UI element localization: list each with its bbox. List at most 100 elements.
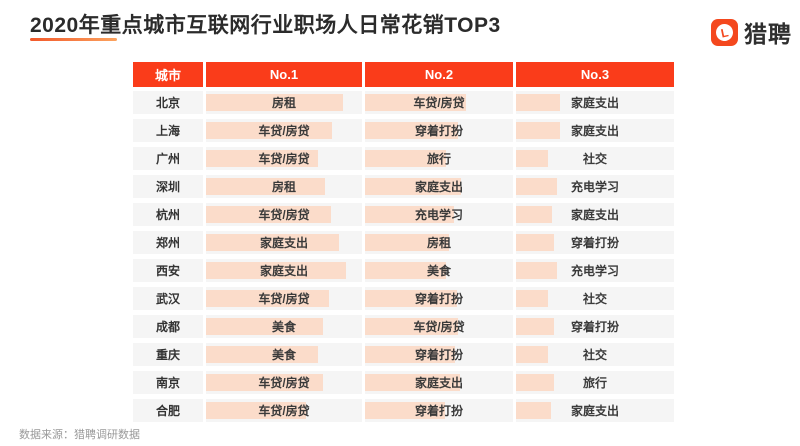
rank-cell-no1: 车贷/房贷 (206, 399, 362, 422)
rank-cell-no3: 充电学习 (516, 175, 674, 198)
value-bar (206, 122, 333, 139)
city-cell: 合肥 (133, 399, 203, 422)
table-body: 北京 房租 车贷/房贷 家庭支出 上海 车贷/房贷 穿着打扮 家庭支出 广州 车贷/房贷 旅行 社交深… (133, 91, 674, 422)
spend-category-label: 车贷/房贷 (258, 376, 310, 390)
value-bar (206, 318, 323, 335)
rank-cell-no3: 家庭支出 (516, 203, 674, 226)
rank-cell-no2: 美食 (365, 259, 513, 282)
spend-category-label: 家庭支出 (414, 180, 463, 194)
table-row: 武汉 车贷/房贷 穿着打扮 社交 (133, 287, 674, 310)
spend-category-label: 穿着打扮 (570, 320, 619, 334)
value-bar (206, 150, 319, 167)
rank-cell-no2: 车贷/房贷 (365, 315, 513, 338)
value-bar (206, 94, 344, 111)
spend-category-label: 穿着打扮 (414, 404, 463, 418)
spend-category-label: 社交 (582, 152, 607, 166)
city-label: 南京 (155, 376, 180, 390)
rank-cell-no1: 美食 (206, 315, 362, 338)
spend-category-label: 房租 (426, 236, 451, 250)
city-cell: 广州 (133, 147, 203, 170)
spend-category-label: 车贷/房贷 (258, 404, 310, 418)
value-bar (365, 234, 450, 251)
city-cell: 郑州 (133, 231, 203, 254)
rank-cell-no2: 充电学习 (365, 203, 513, 226)
rank-cell-no1: 车贷/房贷 (206, 147, 362, 170)
table-row: 深圳 房租 家庭支出 充电学习 (133, 175, 674, 198)
value-bar (206, 234, 339, 251)
rank-cell-no2: 穿着打扮 (365, 399, 513, 422)
spend-category-label: 家庭支出 (414, 376, 463, 390)
value-bar (516, 262, 558, 279)
data-table: 城市 No.1 No.2 No.3 北京 房租 车贷/房贷 家庭支出 上海 车贷/房贷 穿着… (133, 62, 674, 427)
rank-cell-no3: 社交 (516, 343, 674, 366)
city-label: 郑州 (155, 236, 180, 250)
city-cell: 重庆 (133, 343, 203, 366)
rank-cell-no2: 家庭支出 (365, 175, 513, 198)
city-label: 杭州 (155, 208, 180, 222)
liepin-logo-badge: L (714, 21, 735, 43)
spend-category-label: 车贷/房贷 (413, 320, 465, 334)
value-bar (365, 402, 445, 419)
spend-category-label: 美食 (426, 264, 451, 278)
spend-category-label: 房租 (271, 96, 296, 110)
city-label: 北京 (155, 96, 180, 110)
value-bar (365, 150, 447, 167)
city-cell: 成都 (133, 315, 203, 338)
spend-category-label: 房租 (271, 180, 296, 194)
city-label: 广州 (155, 152, 180, 166)
title-underline (30, 38, 117, 41)
table-row: 杭州 车贷/房贷 充电学习 家庭支出 (133, 203, 674, 226)
brand-logo: L 猎聘 (711, 15, 792, 49)
rank-cell-no1: 车贷/房贷 (206, 287, 362, 310)
rank-cell-no1: 美食 (206, 343, 362, 366)
value-bar (516, 234, 554, 251)
spend-category-label: 穿着打扮 (414, 124, 463, 138)
spend-category-label: 家庭支出 (570, 404, 619, 418)
value-bar (206, 178, 325, 195)
table-row: 西安 家庭支出 美食 充电学习 (133, 259, 674, 282)
spend-category-label: 穿着打扮 (570, 236, 619, 250)
liepin-logo-icon: L (711, 18, 738, 46)
rank-cell-no2: 穿着打扮 (365, 119, 513, 142)
value-bar (365, 262, 447, 279)
rank-cell-no3: 旅行 (516, 371, 674, 394)
value-bar (516, 402, 551, 419)
city-cell: 上海 (133, 119, 203, 142)
value-bar (516, 150, 548, 167)
rank-cell-no1: 家庭支出 (206, 259, 362, 282)
spend-category-label: 旅行 (426, 152, 451, 166)
table-row: 重庆 美食 穿着打扮 社交 (133, 343, 674, 366)
city-label: 西安 (155, 264, 180, 278)
city-cell: 西安 (133, 259, 203, 282)
value-bar (365, 346, 456, 363)
value-bar (206, 346, 319, 363)
value-bar (365, 122, 459, 139)
spend-category-label: 社交 (582, 348, 607, 362)
source-note: 数据来源：猎聘调研数据 (19, 429, 140, 441)
city-label: 上海 (155, 124, 180, 138)
header-cell-no1: No.1 (206, 62, 362, 87)
header-cell-no2: No.2 (365, 62, 513, 87)
rank-cell-no2: 车贷/房贷 (365, 91, 513, 114)
spend-category-label: 家庭支出 (259, 236, 308, 250)
value-bar (516, 122, 561, 139)
rank-cell-no3: 社交 (516, 147, 674, 170)
value-bar (516, 318, 554, 335)
table-row: 上海 车贷/房贷 穿着打扮 家庭支出 (133, 119, 674, 142)
spend-category-label: 美食 (271, 348, 296, 362)
rank-cell-no3: 家庭支出 (516, 399, 674, 422)
rank-cell-no1: 家庭支出 (206, 231, 362, 254)
value-bar (365, 374, 460, 391)
value-bar (365, 318, 459, 335)
spend-category-label: 旅行 (582, 376, 607, 390)
city-cell: 杭州 (133, 203, 203, 226)
city-label: 成都 (155, 320, 180, 334)
table-row: 成都 美食 车贷/房贷 穿着打扮 (133, 315, 674, 338)
table-row: 合肥 车贷/房贷 穿着打扮 家庭支出 (133, 399, 674, 422)
table-row: 郑州 家庭支出 房租 穿着打扮 (133, 231, 674, 254)
rank-cell-no2: 房租 (365, 231, 513, 254)
city-label: 合肥 (155, 404, 180, 418)
city-cell: 北京 (133, 91, 203, 114)
city-label: 重庆 (155, 348, 180, 362)
